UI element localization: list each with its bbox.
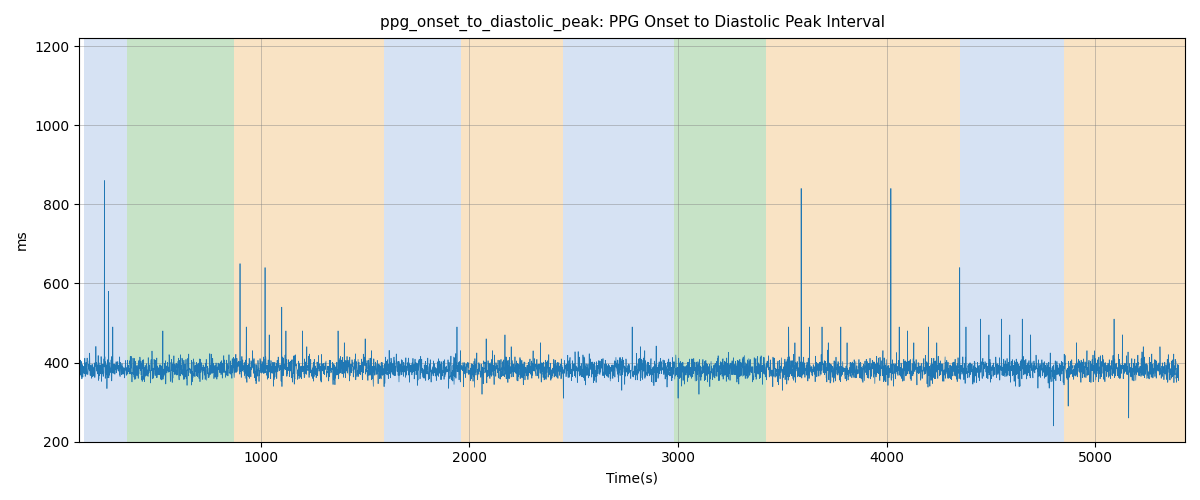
Title: ppg_onset_to_diastolic_peak: PPG Onset to Diastolic Peak Interval: ppg_onset_to_diastolic_peak: PPG Onset t… xyxy=(379,15,884,31)
Y-axis label: ms: ms xyxy=(14,230,29,250)
Bar xyxy=(234,38,384,442)
Bar xyxy=(384,38,461,442)
Bar xyxy=(127,38,234,442)
Bar xyxy=(766,38,824,442)
Bar xyxy=(674,38,766,442)
Bar xyxy=(619,38,674,442)
Bar xyxy=(824,38,960,442)
Bar xyxy=(563,38,619,442)
Bar xyxy=(461,38,563,442)
Bar xyxy=(1064,38,1186,442)
Bar xyxy=(84,38,127,442)
Bar xyxy=(960,38,1064,442)
X-axis label: Time(s): Time(s) xyxy=(606,471,659,485)
